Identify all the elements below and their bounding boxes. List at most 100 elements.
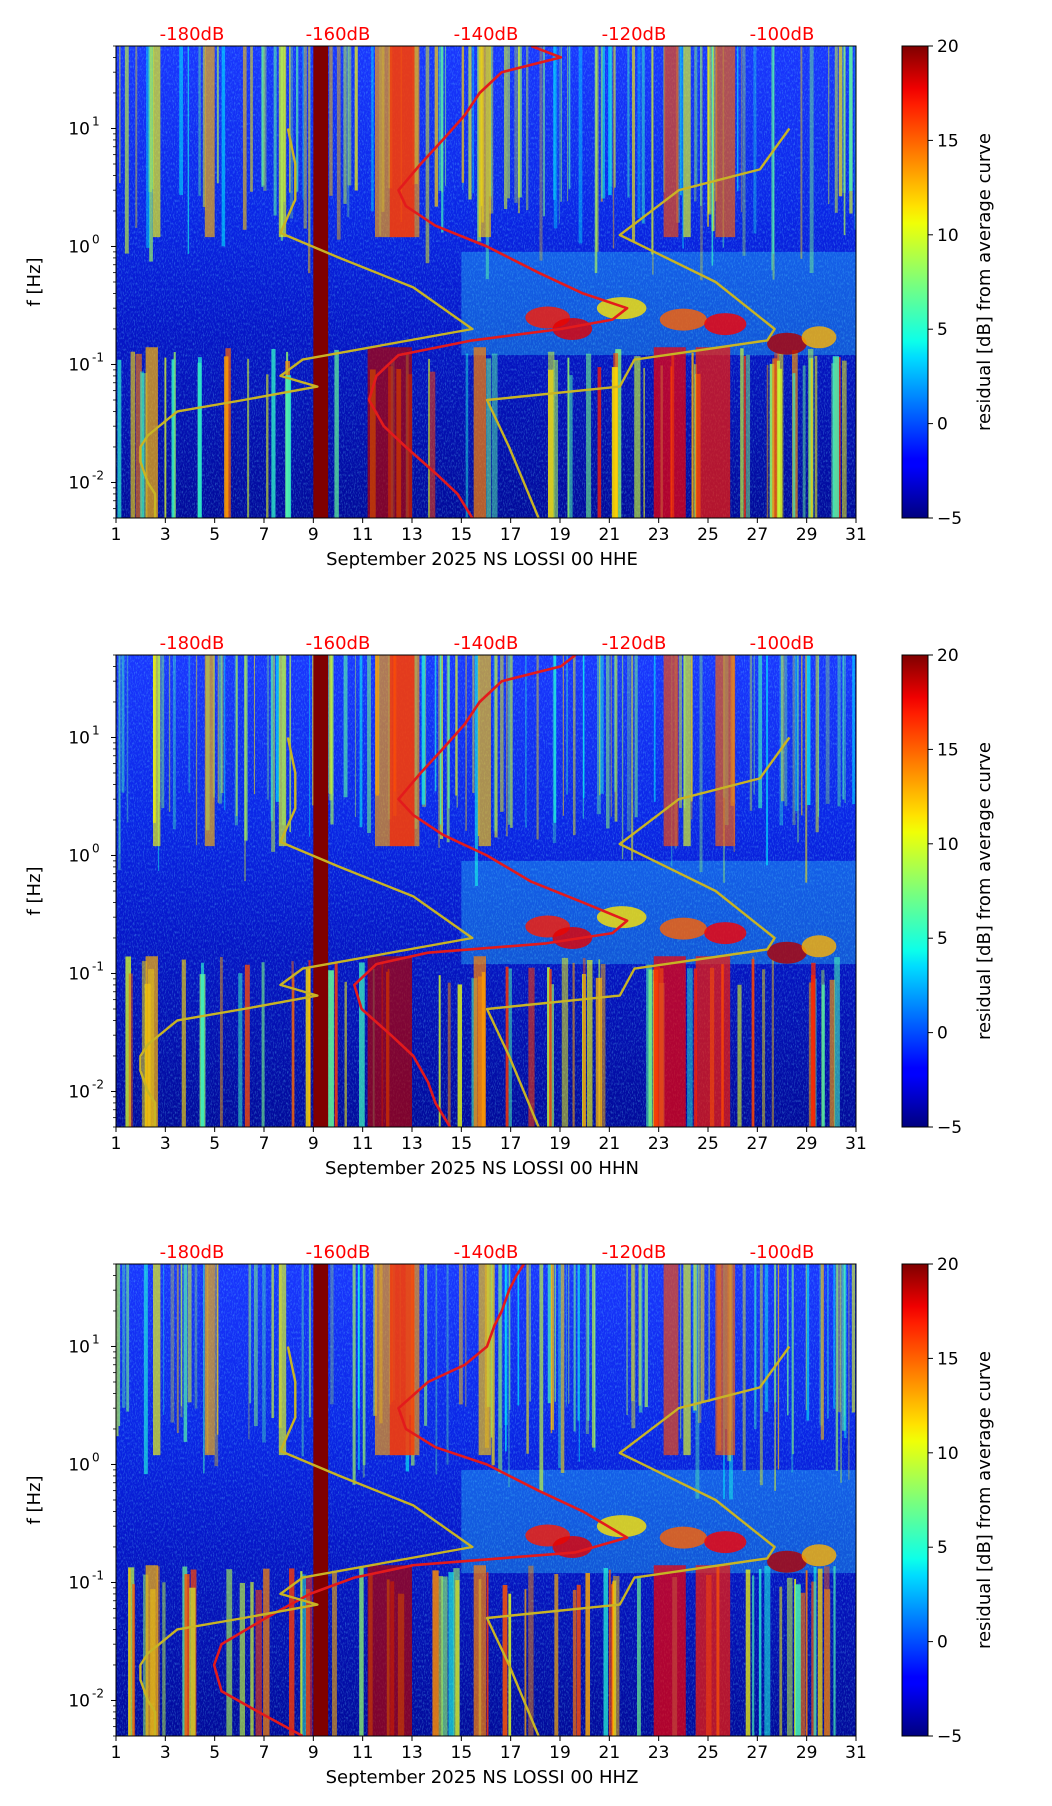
y-tick-label: 10	[68, 1337, 90, 1357]
colorbar	[901, 45, 929, 519]
colorbar-tick-label: 20	[937, 1255, 959, 1275]
x-tick-label: 25	[697, 525, 719, 545]
x-tick-label: 25	[697, 1743, 719, 1763]
top-db-label: -140dB	[454, 24, 519, 45]
colorbar-label: residual [dB] from average curve	[974, 133, 995, 431]
y-tick-exponent: 0	[92, 1450, 100, 1464]
colorbar-tick-label: 10	[937, 1444, 959, 1464]
noise-model-curve	[485, 736, 791, 1127]
average-psd-curve	[352, 655, 629, 1127]
x-tick-label: 19	[549, 525, 571, 545]
data-gap-band	[313, 1264, 329, 1736]
average-psd-curve	[367, 46, 629, 518]
x-tick-label: 15	[451, 1743, 473, 1763]
top-db-label: -160dB	[306, 24, 371, 45]
x-tick-label: 7	[259, 525, 270, 545]
x-tick-label: 1	[111, 1134, 122, 1154]
colorbar	[901, 654, 929, 1128]
x-tick-label: 3	[160, 1134, 171, 1154]
x-tick-label: 11	[352, 1743, 374, 1763]
x-tick-label: 1	[111, 1743, 122, 1763]
y-axis-label: f [Hz]	[24, 1475, 45, 1524]
x-tick-label: 23	[648, 1134, 670, 1154]
colorbar-tick-label: −5	[937, 1727, 962, 1747]
x-tick-label: 3	[160, 1743, 171, 1763]
x-tick-label: 5	[209, 1743, 220, 1763]
x-tick-label: 17	[500, 1134, 522, 1154]
x-tick-label: 31	[845, 1743, 867, 1763]
x-tick-label: 11	[352, 1134, 374, 1154]
x-tick-label: 11	[352, 525, 374, 545]
spectrogram-image	[116, 1264, 856, 1736]
x-tick-label: 13	[401, 525, 423, 545]
x-tick-label: 27	[747, 1134, 769, 1154]
y-tick-exponent: 0	[92, 841, 100, 855]
x-tick-label: 7	[259, 1743, 270, 1763]
colorbar-tick-label: 20	[937, 646, 959, 666]
spectrogram-image	[116, 655, 856, 1127]
noise-model-curve	[139, 737, 474, 1127]
y-tick-exponent: 1	[92, 1332, 100, 1346]
x-tick-label: 21	[599, 1134, 621, 1154]
colorbar-tick-label: −5	[937, 509, 962, 529]
x-tick-label: 31	[845, 525, 867, 545]
y-tick-label: 10	[68, 1573, 90, 1593]
data-gap-band	[313, 46, 329, 518]
top-db-label: -100dB	[750, 24, 815, 45]
colorbar-tick-label: −5	[937, 1118, 962, 1138]
average-psd-curve	[212, 1264, 629, 1736]
colorbar-tick-label: 20	[937, 37, 959, 57]
x-tick-label: 29	[796, 525, 818, 545]
top-db-label: -140dB	[454, 1242, 519, 1263]
x-tick-label: 7	[259, 1134, 270, 1154]
y-tick-label: 10	[68, 237, 90, 257]
top-db-label: -160dB	[306, 633, 371, 654]
colorbar-tick-label: 15	[937, 131, 959, 151]
y-tick-label: 10	[68, 1455, 90, 1475]
colorbar-tick-label: 5	[937, 320, 948, 340]
colorbar-tick-label: 0	[937, 415, 948, 435]
noise-model-curve	[139, 1346, 474, 1736]
y-tick-exponent: -2	[92, 1077, 104, 1091]
top-db-label: -140dB	[454, 633, 519, 654]
x-tick-label: 15	[451, 1134, 473, 1154]
y-tick-exponent: -1	[92, 959, 104, 973]
y-tick-label: 10	[68, 1082, 90, 1102]
x-tick-label: 17	[500, 1743, 522, 1763]
y-tick-exponent: -2	[92, 468, 104, 482]
x-tick-label: 21	[599, 525, 621, 545]
colorbar-tick-label: 0	[937, 1633, 948, 1653]
colorbar-tick-label: 5	[937, 1538, 948, 1558]
noise-model-curve	[139, 128, 474, 518]
y-tick-exponent: -1	[92, 350, 104, 364]
x-tick-label: 5	[209, 525, 220, 545]
colorbar-label: residual [dB] from average curve	[974, 742, 995, 1040]
top-db-label: -180dB	[160, 1242, 225, 1263]
y-axis-label: f [Hz]	[24, 257, 45, 306]
x-tick-label: 29	[796, 1134, 818, 1154]
y-tick-label: 10	[68, 964, 90, 984]
colorbar	[901, 1263, 929, 1737]
y-tick-exponent: 1	[92, 114, 100, 128]
top-db-label: -180dB	[160, 633, 225, 654]
y-tick-exponent: 0	[92, 232, 100, 246]
x-axis-label: September 2025 NS LOSSI 00 HHN	[325, 1158, 639, 1179]
x-tick-label: 9	[308, 1134, 319, 1154]
x-tick-label: 19	[549, 1134, 571, 1154]
x-tick-label: 27	[747, 525, 769, 545]
y-tick-label: 10	[68, 728, 90, 748]
y-tick-exponent: -2	[92, 1686, 104, 1700]
x-tick-label: 27	[747, 1743, 769, 1763]
x-tick-label: 15	[451, 525, 473, 545]
x-tick-label: 31	[845, 1134, 867, 1154]
colorbar-label: residual [dB] from average curve	[974, 1351, 995, 1649]
colorbar-tick-label: 5	[937, 929, 948, 949]
x-tick-label: 21	[599, 1743, 621, 1763]
colorbar-tick-label: 10	[937, 226, 959, 246]
y-tick-exponent: -1	[92, 1568, 104, 1582]
x-tick-label: 23	[648, 525, 670, 545]
x-axis-label: September 2025 NS LOSSI 00 HHE	[326, 549, 638, 570]
